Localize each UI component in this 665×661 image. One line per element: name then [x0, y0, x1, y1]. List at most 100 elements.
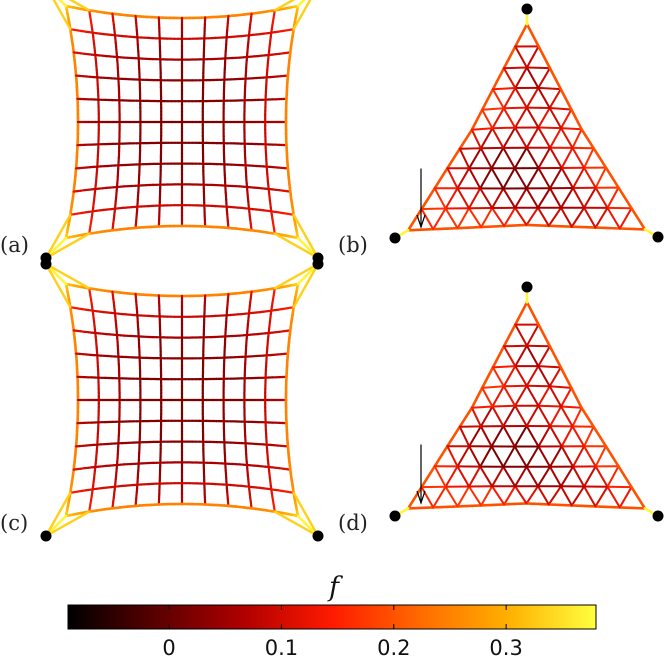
- triangle-cable: [456, 465, 470, 488]
- triangle-cable: [537, 425, 552, 448]
- triangle-cable: [420, 208, 435, 231]
- triangle-cable: [514, 365, 528, 387]
- corner-cable: [273, 0, 296, 12]
- anchor-point: [389, 510, 401, 522]
- triangle-cable: [406, 506, 435, 510]
- triangle-cable: [502, 345, 517, 368]
- triangle-cable: [583, 147, 595, 169]
- triangle-cable: [491, 107, 505, 130]
- triangle-cable: [549, 465, 562, 488]
- triangle-cable: [547, 485, 562, 506]
- triangle-cable: [525, 300, 540, 326]
- triangle-cable: [525, 146, 540, 170]
- triangle-cable: [513, 146, 528, 170]
- triangle-cable: [583, 485, 597, 508]
- triangle-cable: [491, 385, 505, 408]
- triangle-cable: [420, 207, 447, 210]
- triangle-cable: [525, 465, 539, 488]
- triangle-cable: [560, 485, 573, 507]
- triangle-cable: [514, 66, 528, 89]
- triangle-cable: [537, 146, 552, 170]
- triangle-cable: [583, 186, 597, 209]
- triangle-cable: [572, 166, 586, 189]
- triangle-cable: [433, 444, 449, 468]
- triangle-cable: [514, 206, 528, 226]
- triangle-cable: [491, 344, 506, 369]
- triangle-cable: [617, 464, 633, 489]
- triangle-cable: [594, 505, 622, 509]
- triangle-cable: [456, 485, 470, 508]
- triangle-cable: [514, 465, 528, 488]
- triangle-cable: [514, 87, 528, 109]
- triangle-cable: [618, 486, 633, 509]
- triangle-cable: [549, 167, 563, 190]
- triangle-cable: [444, 207, 459, 230]
- triangle-cable: [537, 206, 550, 227]
- triangle-cable: [432, 485, 447, 509]
- anchor-point: [521, 3, 533, 15]
- anchor-point: [40, 258, 52, 270]
- anchor-point: [312, 258, 324, 270]
- colorbar-title: f: [327, 572, 343, 603]
- triangle-cable: [458, 147, 471, 170]
- triangle-cable: [594, 445, 607, 468]
- triangle-cable: [548, 366, 562, 388]
- anchor-point: [521, 281, 533, 293]
- triangle-cable: [490, 146, 505, 170]
- triangle-cable: [479, 405, 494, 428]
- triangle-cable: [514, 106, 528, 129]
- triangle-cable: [502, 146, 516, 170]
- anchor-point: [312, 530, 324, 542]
- triangle-cable: [491, 88, 505, 110]
- panel-a-square-mesh: [40, 0, 324, 264]
- triangle-cable: [502, 107, 517, 129]
- triangle-cable: [470, 386, 484, 410]
- corner-cable: [292, 213, 320, 260]
- triangle-cable: [433, 465, 447, 488]
- triangle-cable: [560, 146, 574, 169]
- corner-cable: [292, 491, 320, 538]
- triangle-cable: [537, 365, 562, 369]
- triangle-cable: [502, 384, 528, 388]
- triangle-cable: [481, 108, 494, 130]
- panel-c-square-mesh: [40, 258, 324, 542]
- triangle-cable: [470, 405, 494, 409]
- triangle-cable: [592, 425, 608, 448]
- triangle-cable: [560, 127, 574, 149]
- triangle-cable: [479, 503, 506, 507]
- triangle-cable: [537, 385, 551, 407]
- triangle-cable: [559, 87, 573, 111]
- triangle-cable: [525, 45, 540, 69]
- triangle-cable: [479, 167, 493, 190]
- triangle-cable: [491, 87, 517, 91]
- triangle-cable: [570, 504, 597, 508]
- panel-b-triangle-mesh: [389, 3, 664, 244]
- triangle-cable: [571, 425, 586, 448]
- triangle-cable: [537, 187, 551, 209]
- triangle-cable: [537, 67, 551, 89]
- triangle-cable: [537, 345, 551, 368]
- triangle-cable: [420, 187, 437, 211]
- triangle-cable: [444, 187, 459, 210]
- panel-d-triangle-mesh: [389, 281, 664, 522]
- triangle-cable: [491, 405, 505, 428]
- triangle-cable: [606, 206, 621, 230]
- triangle-cable: [502, 167, 516, 190]
- triangle-cable: [481, 386, 494, 408]
- triangle-cable: [580, 128, 595, 150]
- triangle-cable: [604, 166, 620, 189]
- anchor-point: [652, 231, 664, 243]
- triangle-cable: [458, 425, 471, 448]
- triangle-cable: [446, 425, 462, 448]
- triangle-cable: [490, 445, 505, 468]
- triangle-cable: [525, 425, 540, 448]
- triangle-cable: [502, 45, 517, 70]
- triangle-cable: [502, 502, 528, 506]
- triangle-cable: [502, 323, 517, 348]
- triangle-cable: [525, 66, 551, 70]
- triangle-cable: [468, 167, 482, 190]
- triangle-cable: [502, 87, 517, 110]
- triangle-cable: [491, 485, 506, 506]
- triangle-cable: [525, 485, 539, 505]
- triangle-cable: [594, 226, 622, 230]
